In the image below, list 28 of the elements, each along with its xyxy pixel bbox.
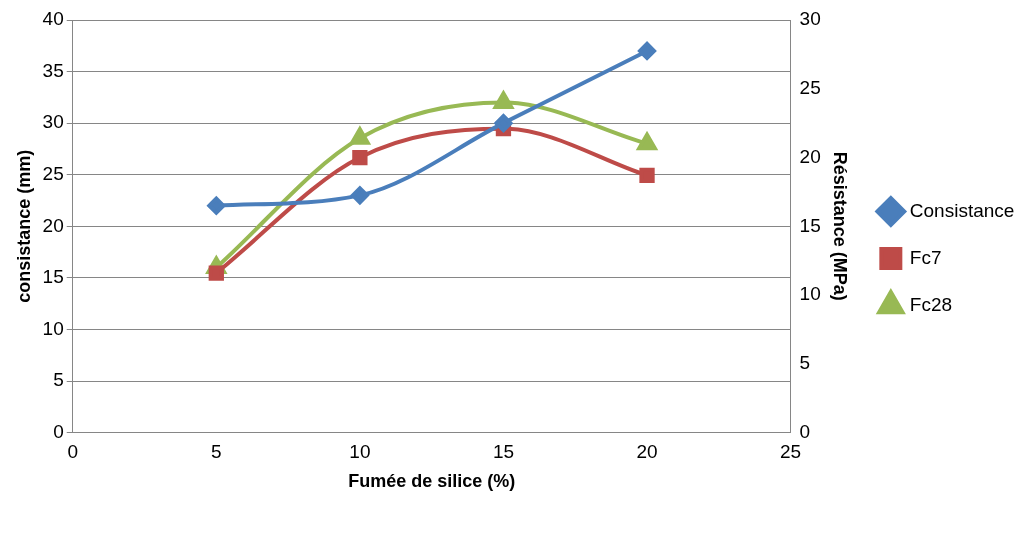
x-tick-label: 20 xyxy=(636,441,658,463)
y2-tick-label: 5 xyxy=(799,352,811,374)
x-tick-label: 5 xyxy=(211,441,222,463)
y2-tick-label: 15 xyxy=(799,214,821,236)
x-tick-label: 10 xyxy=(349,441,371,463)
x-tick-label: 15 xyxy=(492,441,515,463)
y-tick-label: 40 xyxy=(42,8,64,30)
y-tick-label: 20 xyxy=(42,214,64,236)
y-tick-label: 35 xyxy=(42,59,64,81)
x-tick-label: 25 xyxy=(780,441,802,463)
y-tick-label: 15 xyxy=(42,266,64,288)
y2-tick-label: 10 xyxy=(799,283,821,305)
y2-tick-label: 30 xyxy=(799,8,821,30)
y2-tick-label: 25 xyxy=(799,77,821,98)
y2-axis-title: Résistance (MPa) xyxy=(829,151,850,301)
y-tick-label: 25 xyxy=(42,162,64,184)
y-tick-label: 30 xyxy=(42,111,64,133)
x-axis-title: Fumée de silice (%) xyxy=(348,471,516,492)
legend-label: Consistance xyxy=(909,199,1015,221)
y-tick-label: 10 xyxy=(42,317,64,339)
x-tick-label: 0 xyxy=(67,441,79,463)
y-tick-label: 0 xyxy=(53,420,64,442)
y-tick-label: 5 xyxy=(53,369,64,391)
legend-label: Fc28 xyxy=(909,293,953,315)
y-axis-title: consistance (mm) xyxy=(13,149,34,303)
y2-tick-label: 0 xyxy=(799,420,811,442)
legend-label: Fc7 xyxy=(909,246,942,268)
y2-tick-label: 20 xyxy=(799,145,821,167)
